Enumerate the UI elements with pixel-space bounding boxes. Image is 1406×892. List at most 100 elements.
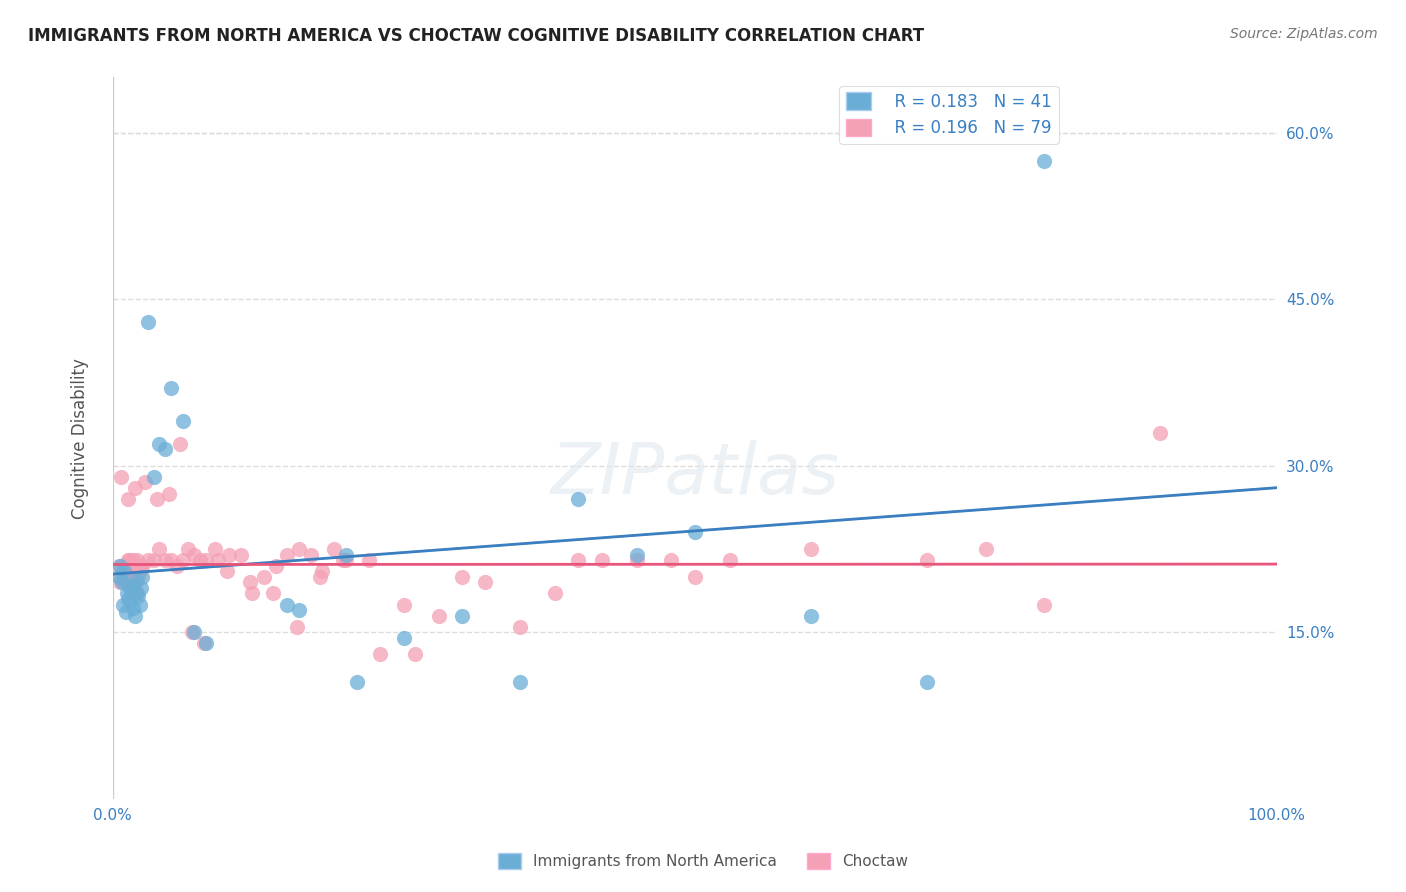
Point [800,542,823,557]
Point [188,553,211,567]
Point [142,553,165,567]
Point [917,553,939,567]
Point [335,548,357,562]
Point [127,570,149,584]
Text: Source: ZipAtlas.com: Source: ZipAtlas.com [1230,27,1378,41]
Point [124,558,146,573]
Point [591,553,613,567]
Point [122,577,145,591]
Point [427,608,450,623]
Point [160,553,183,567]
Point [111,575,134,590]
Point [242,586,264,600]
Point [114,564,136,578]
Point [125,573,148,587]
Point [117,592,139,607]
Point [451,608,474,623]
Point [114,570,136,584]
Point [204,542,226,557]
Point [683,570,706,584]
Point [129,581,152,595]
Point [107,558,129,573]
Point [115,586,138,600]
Point [115,564,138,578]
Point [172,414,194,428]
Point [134,475,156,490]
Point [114,575,136,590]
Point [626,553,648,567]
Point [117,553,139,567]
Point [626,548,648,562]
Point [160,381,183,395]
Point [117,492,139,507]
Point [392,631,415,645]
Point [800,608,823,623]
Point [128,564,150,578]
Text: IMMIGRANTS FROM NORTH AMERICA VS CHOCTAW COGNITIVE DISABILITY CORRELATION CHART: IMMIGRANTS FROM NORTH AMERICA VS CHOCTAW… [28,27,924,45]
Point [323,542,346,557]
Point [136,553,159,567]
Point [177,542,200,557]
Point [1032,598,1054,612]
Point [311,564,333,578]
Point [239,575,262,590]
Point [218,548,240,562]
Point [157,486,180,500]
Point [120,564,142,578]
Point [183,625,205,640]
Point [127,553,149,567]
Point [357,553,380,567]
Point [118,579,141,593]
Point [172,553,194,567]
Point [370,648,392,662]
Point [509,620,531,634]
Point [404,648,426,662]
Point [155,553,177,567]
Point [128,598,150,612]
Point [335,553,357,567]
Point [194,636,217,650]
Text: ZIPatlas: ZIPatlas [550,440,839,508]
Point [264,558,287,573]
Point [148,436,170,450]
Point [285,620,308,634]
Point [155,442,177,457]
Point [262,586,284,600]
Point [567,492,589,507]
Point [125,575,148,590]
Point [146,492,169,507]
Point [111,570,134,584]
Point [276,548,298,562]
Point [451,570,474,584]
Point [114,605,136,619]
Point [299,548,322,562]
Point [108,558,131,573]
Point [1149,425,1171,440]
Point [148,542,170,557]
Point [112,598,135,612]
Point [181,625,204,640]
Point [122,586,145,600]
Point [288,603,311,617]
Point [110,470,132,484]
Point [718,553,741,567]
Point [169,436,191,450]
Point [120,594,142,608]
Point [229,548,252,562]
Legend: Immigrants from North America, Choctaw: Immigrants from North America, Choctaw [492,847,914,875]
Point [124,608,146,623]
Point [567,553,589,567]
Point [127,589,149,603]
Point [215,564,238,578]
Point [509,675,531,690]
Point [183,548,205,562]
Point [392,598,415,612]
Point [166,558,188,573]
Y-axis label: Cognitive Disability: Cognitive Disability [72,358,89,518]
Point [253,570,276,584]
Point [288,542,311,557]
Point [112,558,135,573]
Point [108,575,131,590]
Point [121,553,143,567]
Point [474,575,496,590]
